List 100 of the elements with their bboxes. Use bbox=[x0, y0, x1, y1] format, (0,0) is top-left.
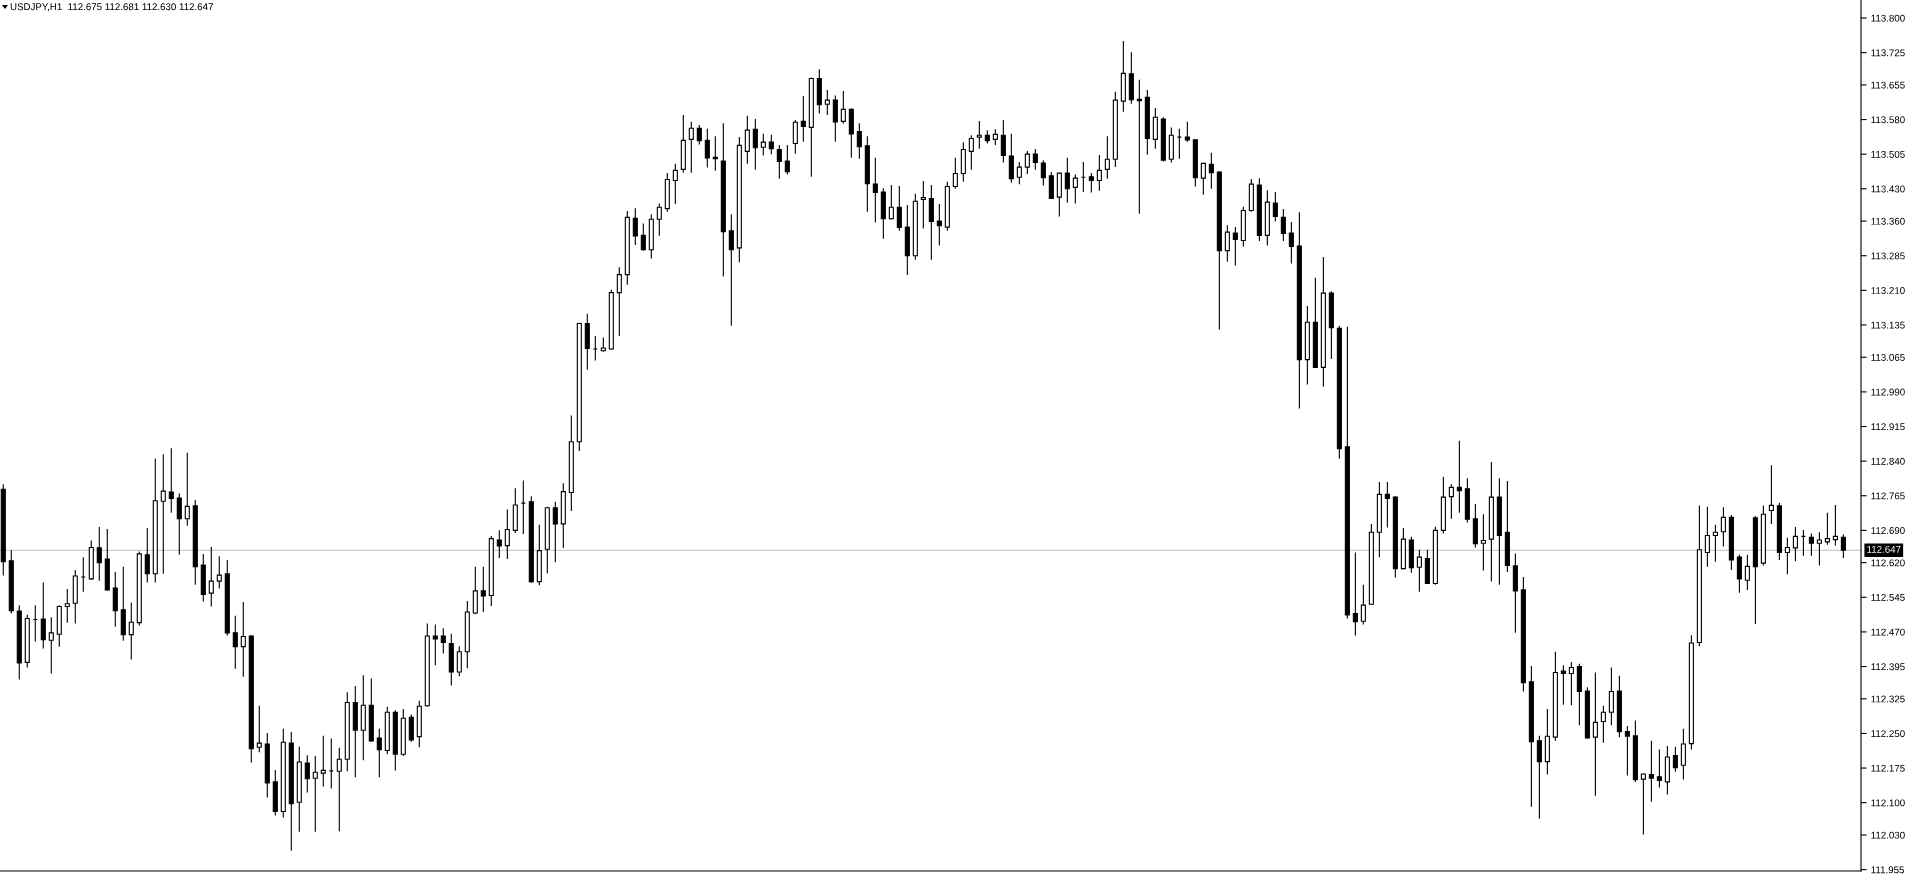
candlestick bbox=[240, 601, 246, 678]
candlestick bbox=[456, 645, 462, 677]
candlestick bbox=[1024, 150, 1030, 175]
candlestick bbox=[752, 118, 758, 171]
candlestick bbox=[1232, 226, 1238, 266]
candlestick bbox=[112, 571, 118, 628]
candlestick bbox=[1208, 152, 1214, 190]
candlestick bbox=[168, 447, 174, 514]
candlestick bbox=[1712, 524, 1718, 563]
candlestick bbox=[1008, 133, 1014, 184]
candlestick bbox=[1456, 440, 1462, 514]
y-tick-label: 112.765 bbox=[1871, 492, 1905, 500]
candlestick bbox=[216, 555, 222, 590]
candlestick bbox=[840, 90, 846, 125]
candlestick bbox=[1768, 464, 1774, 525]
candlestick bbox=[160, 453, 166, 575]
candlestick bbox=[312, 755, 318, 833]
candlestick bbox=[792, 119, 798, 155]
candlestick bbox=[552, 501, 558, 563]
y-tick-label: 112.915 bbox=[1871, 423, 1905, 431]
candlestick bbox=[696, 124, 702, 146]
y-tick-label: 113.135 bbox=[1871, 321, 1905, 329]
candlestick bbox=[304, 754, 310, 794]
candlestick bbox=[432, 623, 438, 666]
candlestick bbox=[1000, 119, 1006, 164]
candlestick bbox=[960, 141, 966, 183]
y-tick-label: 113.065 bbox=[1871, 354, 1905, 361]
y-tick-label: 112.325 bbox=[1871, 695, 1905, 703]
y-tick-label: 112.395 bbox=[1871, 663, 1905, 671]
candlestick bbox=[96, 526, 102, 582]
candlestick bbox=[1048, 171, 1054, 200]
y-tick-label: 112.840 bbox=[1871, 457, 1905, 465]
candlestick bbox=[40, 581, 46, 650]
candlestick bbox=[1056, 172, 1062, 218]
y-tick-label: 113.725 bbox=[1871, 49, 1905, 57]
y-tick-label: 113.800 bbox=[1871, 14, 1905, 22]
candlestick bbox=[632, 207, 638, 246]
candlestick bbox=[1784, 537, 1790, 575]
candlestick bbox=[1016, 161, 1022, 185]
candlestick bbox=[1824, 512, 1830, 546]
y-tick-label: 112.545 bbox=[1871, 594, 1905, 601]
candlestick bbox=[640, 222, 646, 252]
candlestick bbox=[1096, 154, 1102, 192]
candlestick bbox=[1744, 554, 1750, 591]
candlestick bbox=[1808, 533, 1814, 557]
candlestick bbox=[1608, 666, 1614, 726]
candlestick bbox=[472, 566, 478, 615]
candlestick bbox=[1224, 224, 1230, 263]
candlestick bbox=[1720, 506, 1726, 548]
candlestick bbox=[320, 735, 326, 788]
candlestick bbox=[1736, 554, 1742, 594]
candlestick bbox=[1352, 551, 1358, 637]
candlestick bbox=[144, 527, 150, 584]
candlestick bbox=[1088, 172, 1094, 194]
candlestick bbox=[1624, 725, 1630, 777]
candlestick bbox=[176, 492, 182, 556]
candlestick bbox=[968, 134, 974, 171]
candlestick bbox=[768, 134, 774, 155]
y-tick-label: 112.030 bbox=[1871, 831, 1905, 839]
y-tick-label: 112.175 bbox=[1871, 764, 1905, 772]
candlestick bbox=[1280, 208, 1286, 242]
candlestick bbox=[1592, 671, 1598, 797]
candlestick bbox=[800, 95, 806, 143]
candlestick bbox=[976, 120, 982, 150]
candlestick bbox=[1200, 162, 1206, 196]
candlestick bbox=[208, 546, 214, 608]
candlestick bbox=[64, 588, 70, 624]
candlestick bbox=[1184, 121, 1190, 143]
candlestick bbox=[1568, 661, 1574, 706]
candlestick bbox=[408, 713, 414, 743]
candlestick bbox=[1640, 773, 1646, 836]
candlestick bbox=[1104, 135, 1110, 180]
candlestick bbox=[824, 89, 830, 116]
candlestick bbox=[872, 157, 878, 224]
ref-line-label: 112.647 bbox=[1867, 545, 1901, 553]
candlestick bbox=[1648, 740, 1654, 803]
candlestick bbox=[936, 203, 942, 247]
candlestick bbox=[1672, 746, 1678, 773]
candlestick bbox=[760, 133, 766, 157]
y-tick-label: 113.580 bbox=[1871, 116, 1905, 124]
candlestick bbox=[688, 121, 694, 174]
candlestick bbox=[1168, 126, 1174, 164]
candlestick bbox=[1816, 531, 1822, 566]
candlestick bbox=[1560, 664, 1566, 706]
candlestick bbox=[1064, 157, 1070, 204]
candlestick bbox=[496, 529, 502, 559]
candlestick bbox=[776, 144, 782, 180]
candlestick bbox=[1680, 728, 1686, 781]
candlestick bbox=[920, 180, 926, 230]
candlestick bbox=[1600, 705, 1606, 744]
candlestick bbox=[1384, 481, 1390, 529]
y-tick-label: 113.360 bbox=[1871, 217, 1905, 225]
candlestick bbox=[952, 157, 958, 190]
candlestick bbox=[928, 184, 934, 261]
candlestick bbox=[1792, 526, 1798, 562]
candlestick bbox=[1840, 533, 1846, 559]
y-tick-label: 112.250 bbox=[1871, 730, 1905, 738]
candlestick bbox=[48, 616, 54, 674]
candlestick bbox=[232, 615, 238, 670]
chart-title: USDJPY,H1 112.675 112.681 112.630 112.647 bbox=[10, 3, 213, 12]
